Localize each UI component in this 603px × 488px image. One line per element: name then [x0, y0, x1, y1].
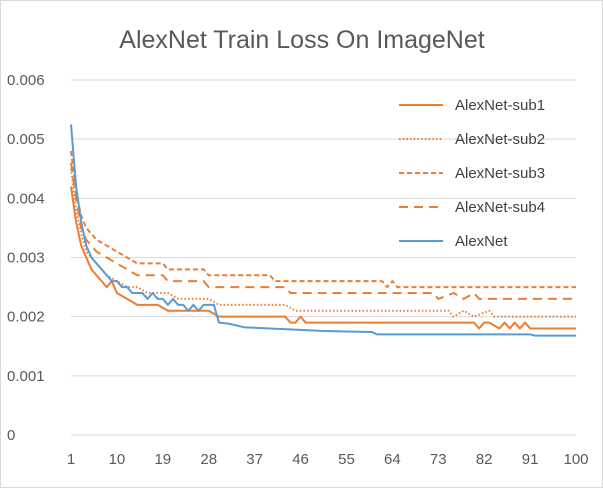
legend-label: AlexNet-sub3	[455, 165, 545, 182]
legend-label: AlexNet-sub2	[455, 131, 545, 148]
series-line-alexnet-sub2	[70, 168, 576, 318]
y-tick-label: 0.003	[7, 250, 45, 267]
x-tick-label: 1	[67, 451, 75, 468]
x-tick-label: 46	[292, 451, 309, 468]
y-tick-label: 0.004	[7, 190, 45, 207]
legend-label: AlexNet-sub4	[455, 199, 545, 216]
x-tick-label: 37	[246, 451, 263, 468]
axes: 0 0.001 0.002 0.003 0.004 0.005 0.006 1 10 19 28 37…	[7, 72, 589, 468]
chart-title: AlexNet Train Loss On ImageNet	[119, 26, 484, 54]
legend-label: AlexNet-sub1	[455, 97, 545, 114]
legend-label: AlexNet	[455, 233, 508, 250]
series-line-alexnet-sub1	[70, 186, 576, 330]
x-tick-label: 28	[200, 451, 217, 468]
series-line-alexnet	[70, 124, 576, 337]
series-layer	[70, 124, 576, 337]
x-tick-label: 64	[384, 451, 401, 468]
x-tick-label: 10	[109, 451, 126, 468]
x-tick-label: 73	[430, 451, 447, 468]
series-line-alexnet-sub3	[70, 150, 576, 289]
y-tick-label: 0.001	[7, 368, 45, 385]
x-tick-label: 82	[476, 451, 493, 468]
legend: AlexNet-sub1 AlexNet-sub2 AlexNet-sub3 Alex…	[399, 97, 545, 250]
x-tick-label: 55	[338, 451, 355, 468]
series-line-alexnet-sub4	[70, 162, 576, 300]
x-tick-label: 19	[154, 451, 171, 468]
x-tick-label: 91	[522, 451, 539, 468]
x-tick-label: 100	[563, 451, 588, 468]
y-tick-label: 0	[7, 427, 15, 444]
y-tick-label: 0.005	[7, 131, 45, 148]
y-tick-label: 0.002	[7, 309, 45, 326]
gridlines	[71, 79, 576, 377]
y-tick-label: 0.006	[7, 72, 45, 89]
